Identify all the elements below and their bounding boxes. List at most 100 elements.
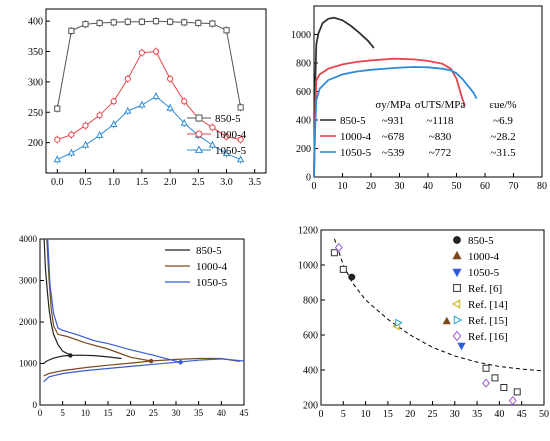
trend-curve (333, 238, 545, 372)
curve-true-stress (43, 354, 122, 364)
yticks-c: 0 1000 2000 3000 4000 (19, 234, 44, 410)
y-tick-label: 1200 (298, 226, 318, 237)
trend-curve-d (333, 238, 545, 372)
table-cell: ~539 (382, 147, 405, 159)
data-point (208, 140, 217, 148)
x-tick-label: 80 (537, 181, 547, 192)
data-point (166, 103, 174, 111)
data-point (330, 249, 338, 257)
legend-marker (195, 130, 203, 138)
y-tick-label: 0 (33, 400, 38, 410)
x-tick-label: 15 (383, 409, 393, 420)
curve-hardening-rate (43, 238, 71, 356)
data-point (334, 242, 343, 253)
panel-c: 0 5 10 15 20 25 30 35 40 45 0 1000 2000 3000 4000 850… (19, 234, 249, 418)
yticks-d: 200 400 600 800 1000 1200 (298, 226, 325, 412)
curve-true-stress (43, 357, 240, 377)
x-tick-label: 10 (338, 181, 348, 192)
yticks-a: 200 250 300 350 400 (28, 17, 50, 149)
legend-marker (453, 315, 463, 325)
y-tick-label: 0 (306, 173, 311, 184)
legend-label: 850-5 (468, 235, 494, 247)
y-tick-label: 200 (28, 138, 43, 149)
data-point (223, 27, 230, 34)
data-point (138, 18, 145, 25)
data-point (138, 100, 146, 108)
data-point (95, 131, 104, 138)
stress-strain-curve (313, 57, 466, 178)
y-tick-label: 1000 (298, 261, 318, 272)
table-cell: ~678 (382, 131, 405, 143)
xticks-d: 0 5 10 15 20 25 30 35 40 45 50 (319, 401, 549, 420)
table-cell: ~1118 (426, 115, 454, 127)
legend-a: 850-5 1000-4 1050-5 (187, 113, 247, 157)
table-cell: ~931 (382, 115, 404, 127)
legend-label: 1000-4 (468, 251, 500, 263)
data-point (237, 104, 244, 111)
data-point (54, 136, 61, 143)
x-tick-label: 1.0 (107, 177, 120, 188)
x-tick-label: 10 (361, 409, 371, 420)
data-point (508, 395, 517, 406)
legend-marker (194, 145, 204, 153)
y-tick-label: 400 (28, 17, 43, 28)
data-point (457, 342, 466, 351)
series-b (313, 16, 478, 178)
data-point (67, 148, 76, 156)
x-tick-label: 50 (452, 181, 462, 192)
series-d (330, 242, 521, 406)
data-point (81, 140, 90, 148)
data-point (209, 20, 216, 27)
x-tick-label: 35 (472, 409, 482, 420)
table-header: σUTS/MPa (415, 99, 466, 111)
y-tick-label: 1000 (291, 30, 311, 41)
data-point (54, 105, 61, 112)
y-tick-label: 250 (28, 108, 43, 119)
legend-marker (452, 250, 462, 260)
series-c (43, 238, 245, 383)
x-tick-label: 40 (494, 409, 504, 420)
legend-marker (452, 268, 462, 278)
curve-hardening-rate (46, 238, 152, 362)
data-point (180, 119, 188, 126)
legend-marker (195, 114, 203, 122)
data-point (442, 316, 451, 325)
data-point (209, 124, 216, 131)
x-tick-label: 45 (240, 408, 250, 418)
x-tick-label: 0.5 (79, 177, 92, 188)
plot-frame-a (45, 8, 267, 174)
table-cell: ~6.9 (493, 115, 513, 127)
x-tick-label: 25 (428, 409, 438, 420)
xticks-c: 0 5 10 15 20 25 30 35 40 45 (38, 401, 249, 418)
data-point (513, 388, 521, 396)
data-point (237, 136, 244, 143)
legend-label: 850-5 (196, 245, 222, 257)
legend-label: 1000-4 (196, 261, 228, 273)
legend-label: 1050-5 (215, 145, 247, 157)
xticks-b: 0 10 20 30 40 50 60 70 80 (312, 173, 547, 192)
x-tick-label: 0.0 (51, 177, 64, 188)
legend-marker (453, 284, 461, 292)
y-tick-label: 600 (296, 87, 311, 98)
data-point (96, 19, 103, 27)
x-tick-label: 0 (312, 181, 317, 192)
legend-d: 850-5 1000-4 1050-5 Ref. [6] Ref. [14] Ref. [… (451, 235, 508, 343)
x-tick-label: 30 (172, 408, 182, 418)
table-cell: ~31.5 (490, 147, 516, 159)
curve-hardening-rate (47, 238, 181, 363)
x-tick-label: 45 (517, 409, 527, 420)
data-point (167, 18, 174, 25)
y-tick-label: 200 (296, 144, 311, 155)
data-point (482, 378, 490, 388)
data-point (124, 75, 131, 82)
y-tick-label: 800 (296, 59, 311, 70)
data-point (500, 384, 508, 391)
property-table-b: σy/MPa σUTS/MPa εue/% 850-5 ~931 ~1118 ~6.9 100… (320, 99, 517, 159)
data-point (348, 273, 356, 281)
stress-strain-curve (313, 16, 375, 178)
table-header: σy/MPa (375, 99, 410, 111)
x-tick-label: 40 (423, 181, 433, 192)
intersection-point (148, 358, 154, 364)
x-tick-label: 10 (81, 408, 91, 418)
